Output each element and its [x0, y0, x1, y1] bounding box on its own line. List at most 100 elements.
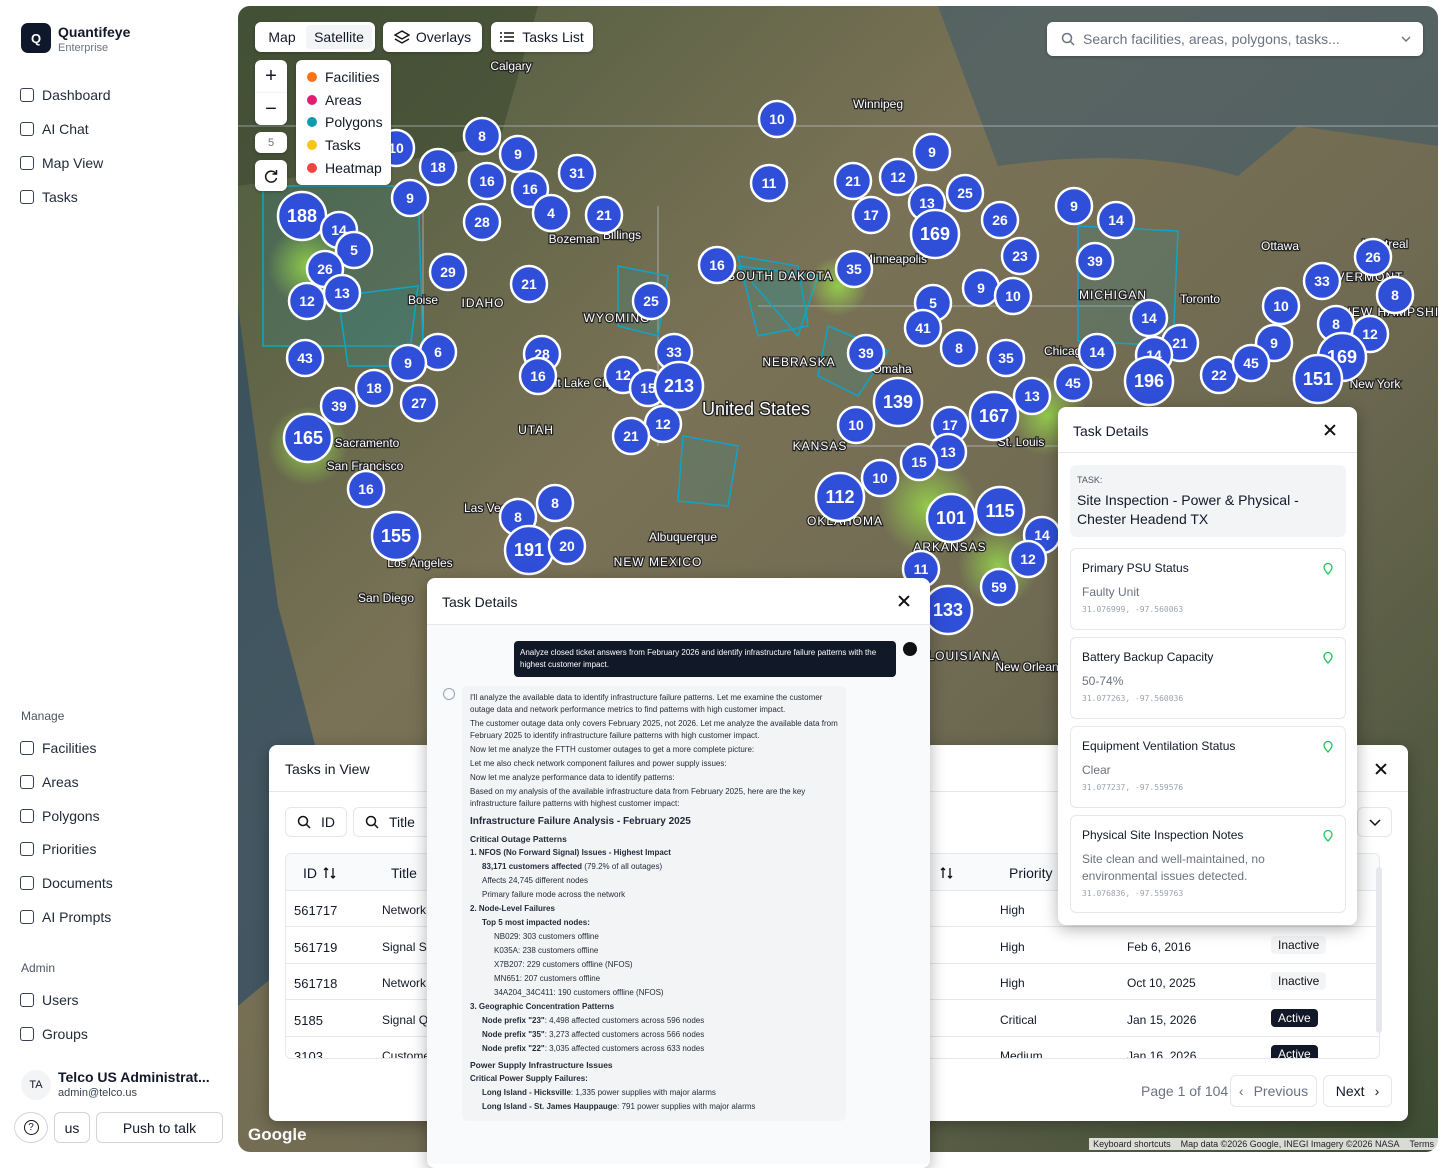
cluster[interactable]: 22: [1199, 355, 1239, 395]
cluster[interactable]: 35: [986, 338, 1026, 378]
cluster[interactable]: 165: [282, 412, 334, 464]
cluster[interactable]: 39: [319, 386, 359, 426]
refresh-button[interactable]: [255, 160, 287, 191]
cluster[interactable]: 115: [974, 485, 1026, 537]
cluster[interactable]: 10: [860, 458, 900, 498]
legend-item[interactable]: Facilities: [307, 69, 379, 85]
nav-item[interactable]: Priorities: [20, 841, 96, 857]
user-name[interactable]: Telco US Administrat...: [58, 1069, 210, 1085]
cluster[interactable]: 18: [418, 147, 458, 187]
cluster[interactable]: 9: [912, 132, 952, 172]
cluster[interactable]: 151: [1292, 353, 1344, 405]
map-footer-link[interactable]: Map data ©2026 Google, INEGI Imagery ©20…: [1180, 1139, 1400, 1149]
cluster[interactable]: 13: [1012, 376, 1052, 416]
cluster[interactable]: 41: [903, 308, 943, 348]
nav-item[interactable]: Documents: [20, 875, 113, 891]
close-button[interactable]: [1324, 424, 1336, 436]
cluster[interactable]: 17: [851, 195, 891, 235]
cluster[interactable]: 29: [428, 252, 468, 292]
cluster[interactable]: 191: [503, 524, 555, 576]
cluster[interactable]: 8: [1375, 275, 1415, 315]
cluster[interactable]: 5: [334, 230, 374, 270]
cluster[interactable]: 10: [757, 99, 797, 139]
cluster[interactable]: 12: [643, 404, 683, 444]
cluster[interactable]: 12: [287, 281, 327, 321]
cluster[interactable]: 28: [462, 202, 502, 242]
cluster[interactable]: 16: [697, 245, 737, 285]
scrollbar[interactable]: [1374, 853, 1384, 1059]
cluster[interactable]: 16: [467, 161, 507, 201]
cluster[interactable]: 169: [909, 208, 961, 260]
cluster[interactable]: 10: [836, 405, 876, 445]
nav-item[interactable]: Facilities: [20, 740, 96, 756]
cluster[interactable]: 33: [1302, 261, 1342, 301]
cluster[interactable]: 133: [922, 584, 974, 636]
filter-input[interactable]: ID: [285, 807, 347, 837]
table-row[interactable]: 3103 Custome Medium Jan 16, 2026 Active: [286, 1037, 1379, 1058]
cluster[interactable]: 45: [1231, 343, 1271, 383]
cluster[interactable]: 21: [584, 195, 624, 235]
cluster[interactable]: 167: [968, 390, 1020, 442]
cluster[interactable]: 9: [388, 343, 428, 383]
cluster[interactable]: 16: [346, 469, 386, 509]
cluster[interactable]: 139: [872, 376, 924, 428]
cluster[interactable]: 39: [1075, 241, 1115, 281]
cluster[interactable]: 8: [939, 328, 979, 368]
cluster[interactable]: 8: [462, 116, 502, 156]
cluster[interactable]: 155: [370, 510, 422, 562]
legend-item[interactable]: Polygons: [307, 114, 383, 130]
sort-icon[interactable]: [323, 866, 337, 880]
column-header[interactable]: Priority: [1009, 865, 1053, 881]
language-button[interactable]: us: [54, 1112, 90, 1143]
cluster[interactable]: 101: [925, 492, 977, 544]
nav-item[interactable]: Polygons: [20, 808, 100, 824]
cluster[interactable]: 25: [945, 173, 985, 213]
cluster[interactable]: 23: [1000, 236, 1040, 276]
cluster[interactable]: 45: [1053, 363, 1093, 403]
cluster[interactable]: 8: [535, 483, 575, 523]
nav-item[interactable]: Dashboard: [20, 87, 111, 103]
column-header[interactable]: ID: [303, 865, 317, 881]
sort-icon[interactable]: [940, 866, 954, 880]
cluster[interactable]: 21: [833, 161, 873, 201]
cluster[interactable]: 9: [390, 178, 430, 218]
cluster[interactable]: 10: [993, 276, 1033, 316]
cluster[interactable]: 26: [1353, 237, 1393, 277]
nav-item[interactable]: AI Prompts: [20, 909, 111, 925]
cluster[interactable]: 21: [509, 264, 549, 304]
filter-input[interactable]: Title: [353, 807, 431, 837]
previous-button[interactable]: ‹ Previous: [1230, 1075, 1317, 1107]
cluster[interactable]: 13: [322, 273, 362, 313]
cluster[interactable]: 59: [979, 567, 1019, 607]
nav-item[interactable]: Tasks: [20, 189, 78, 205]
close-button[interactable]: [898, 595, 910, 607]
cluster[interactable]: 12: [878, 157, 918, 197]
legend-item[interactable]: Heatmap: [307, 160, 382, 176]
cluster[interactable]: 35: [834, 249, 874, 289]
cluster[interactable]: 11: [901, 549, 941, 589]
help-button[interactable]: ?: [14, 1112, 48, 1143]
cluster[interactable]: 27: [399, 383, 439, 423]
nav-item[interactable]: Areas: [20, 774, 79, 790]
cluster[interactable]: 16: [518, 356, 558, 396]
cluster[interactable]: 4: [531, 193, 571, 233]
cluster[interactable]: 25: [631, 281, 671, 321]
cluster[interactable]: 6: [418, 332, 458, 372]
cluster[interactable]: 21: [611, 416, 651, 456]
cluster[interactable]: 9: [961, 268, 1001, 308]
cluster[interactable]: 10: [1261, 286, 1301, 326]
cluster[interactable]: 112: [814, 471, 866, 523]
close-button[interactable]: [1375, 763, 1387, 775]
cluster[interactable]: 43: [285, 338, 325, 378]
cluster[interactable]: 39: [846, 333, 886, 373]
cluster[interactable]: 9: [498, 134, 538, 174]
tasks-list-button[interactable]: Tasks List: [491, 22, 593, 52]
cluster[interactable]: 9: [1054, 186, 1094, 226]
map-footer-link[interactable]: Keyboard shortcuts: [1093, 1139, 1171, 1149]
next-button[interactable]: Next ›: [1323, 1075, 1392, 1107]
nav-item[interactable]: Users: [20, 992, 79, 1008]
cluster[interactable]: 15: [899, 442, 939, 482]
cluster[interactable]: 14: [1096, 200, 1136, 240]
cluster[interactable]: 17: [930, 405, 970, 445]
cluster[interactable]: 196: [1123, 355, 1175, 407]
